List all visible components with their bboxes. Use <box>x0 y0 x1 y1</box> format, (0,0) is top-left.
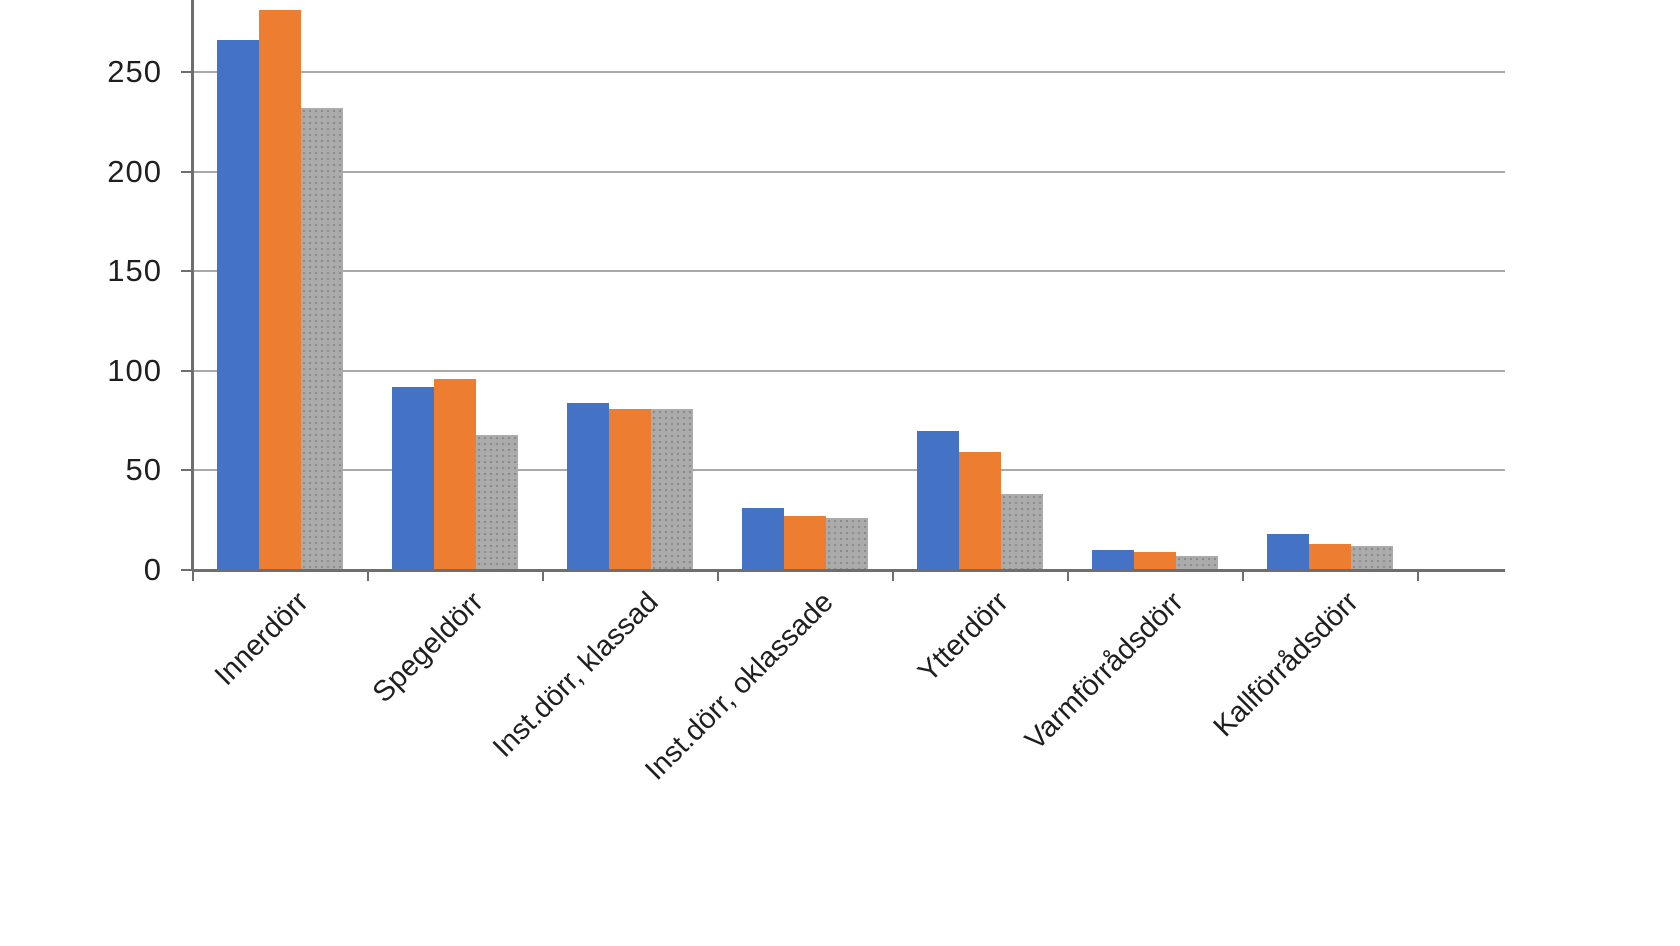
bar-blue <box>742 508 784 570</box>
bar-gray <box>1001 494 1043 570</box>
y-axis-tick-label: 50 <box>125 452 162 488</box>
bar-blue <box>1092 550 1134 570</box>
y-axis-tick <box>181 469 192 472</box>
y-axis-tick-label: 250 <box>107 54 162 89</box>
x-axis-tick <box>717 570 719 581</box>
x-axis-category-label: Spegeldörr <box>366 586 490 709</box>
y-axis-tick-label: 200 <box>107 153 162 189</box>
bar-gray <box>476 435 518 570</box>
bar-gray <box>1176 556 1218 570</box>
bar-orange <box>784 516 826 570</box>
bar-blue <box>1267 534 1309 570</box>
bar-gray <box>1351 546 1393 570</box>
x-axis-tick <box>892 570 894 581</box>
x-axis-line <box>192 569 1505 572</box>
x-axis-category-label: Varmförrådsdörr <box>1018 586 1190 757</box>
x-axis-category-label: Inst.dörr, oklassade <box>638 586 840 787</box>
bar-orange <box>959 452 1001 570</box>
x-axis-category-label: Ytterdörr <box>911 586 1015 689</box>
gridline <box>192 270 1505 273</box>
bar-gray <box>301 108 343 570</box>
bar-gray <box>826 518 868 570</box>
y-axis-tick <box>181 569 192 571</box>
x-axis-tick <box>192 570 194 581</box>
bar-blue <box>917 431 959 570</box>
bar-orange <box>1309 544 1351 570</box>
y-axis-tick <box>181 270 192 273</box>
y-axis-tick-label: 100 <box>107 352 162 388</box>
bar-gray <box>651 409 693 570</box>
gridline <box>192 369 1505 372</box>
y-axis-line <box>191 0 194 570</box>
bar-orange <box>434 379 476 570</box>
bar-blue <box>567 403 609 570</box>
x-axis-category-label: Inst.dörr, klassad <box>486 586 665 764</box>
y-axis-tick <box>181 369 192 372</box>
gridline <box>192 469 1505 472</box>
bar-blue <box>392 387 434 570</box>
x-axis-category-label: Kallförrådsdörr <box>1207 586 1365 744</box>
y-axis-tick-label: 150 <box>107 253 162 289</box>
y-axis-tick <box>181 170 192 173</box>
y-axis-tick-label: 0 <box>143 552 162 587</box>
bar-orange <box>609 409 651 570</box>
gridline <box>192 71 1505 73</box>
x-axis-tick <box>1067 570 1069 581</box>
x-axis-tick <box>1242 570 1244 581</box>
x-axis-tick <box>1417 570 1419 581</box>
x-axis-category-label: Innerdörr <box>208 586 315 692</box>
bar-blue <box>217 40 259 570</box>
x-axis-tick <box>542 570 544 581</box>
x-axis-tick <box>367 570 369 581</box>
bar-orange <box>259 10 301 570</box>
gridline <box>192 170 1505 173</box>
bar-orange <box>1134 552 1176 570</box>
y-axis-tick <box>181 71 192 73</box>
